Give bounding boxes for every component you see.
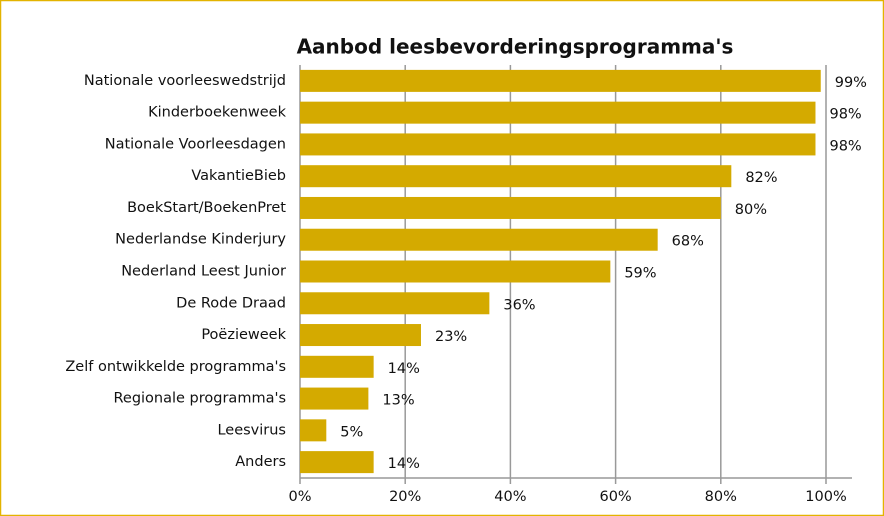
x-tick-label: 0% bbox=[288, 489, 311, 505]
y-tick-label: Nationale Voorleesdagen bbox=[105, 136, 286, 152]
y-tick-label: Nationale voorleeswedstrijd bbox=[84, 73, 286, 89]
data-label: 13% bbox=[382, 393, 414, 409]
data-label: 99% bbox=[835, 75, 867, 91]
bar bbox=[300, 260, 611, 283]
x-tick-label: 60% bbox=[599, 489, 631, 505]
bar bbox=[300, 69, 821, 92]
data-label: 98% bbox=[829, 107, 861, 123]
y-tick-label: BoekStart/BoekenPret bbox=[127, 200, 286, 216]
data-label: 68% bbox=[672, 234, 704, 250]
data-label: 82% bbox=[745, 170, 777, 186]
bar bbox=[300, 101, 816, 124]
y-tick-label: De Rode Draad bbox=[176, 295, 286, 311]
y-tick-label: Nederland Leest Junior bbox=[121, 264, 286, 280]
y-tick-label: Kinderboekenweek bbox=[148, 105, 287, 121]
bar bbox=[300, 324, 421, 347]
x-tick-label: 40% bbox=[494, 489, 526, 505]
y-tick-label: Zelf ontwikkelde programma's bbox=[65, 359, 286, 375]
bar bbox=[300, 292, 490, 315]
y-tick-label: Nederlandse Kinderjury bbox=[115, 232, 286, 248]
data-label: 59% bbox=[624, 266, 656, 282]
bar bbox=[300, 165, 732, 188]
data-label: 36% bbox=[503, 297, 535, 313]
data-label: 98% bbox=[829, 138, 861, 154]
data-label: 5% bbox=[340, 424, 363, 440]
bar bbox=[300, 196, 721, 219]
x-tick-label: 80% bbox=[705, 489, 737, 505]
x-tick-label: 100% bbox=[805, 489, 846, 505]
y-tick-label: Poëzieweek bbox=[201, 327, 286, 343]
chart-title: Aanbod leesbevorderingsprogramma's bbox=[297, 35, 734, 59]
x-tick-label: 20% bbox=[389, 489, 421, 505]
data-label: 14% bbox=[388, 456, 420, 472]
data-label: 23% bbox=[435, 329, 467, 345]
y-tick-label: VakantieBieb bbox=[191, 168, 286, 184]
data-label: 14% bbox=[388, 361, 420, 377]
bar bbox=[300, 228, 658, 251]
bar bbox=[300, 419, 327, 442]
bar bbox=[300, 355, 374, 378]
y-tick-label: Regionale programma's bbox=[113, 391, 286, 407]
bar bbox=[300, 133, 816, 156]
data-label: 80% bbox=[735, 202, 767, 218]
y-tick-label: Leesvirus bbox=[217, 422, 286, 438]
bar bbox=[300, 451, 374, 474]
bar bbox=[300, 387, 369, 410]
y-tick-label: Anders bbox=[235, 454, 286, 470]
